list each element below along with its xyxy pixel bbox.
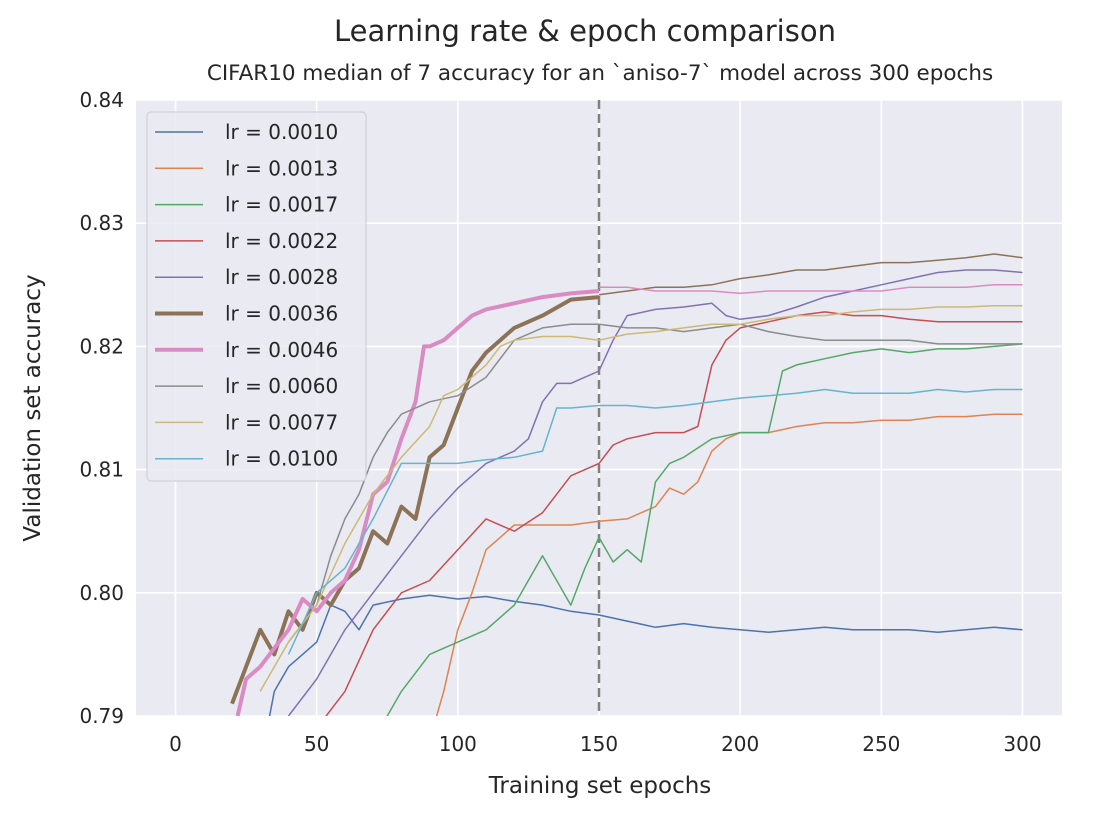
series-line <box>435 413 1023 716</box>
legend-label: lr = 0.0017 <box>225 193 338 217</box>
x-axis-ticks: 0 50 100 150 200 250 300 <box>169 732 1041 756</box>
legend-label: lr = 0.0046 <box>225 338 338 362</box>
x-tick-label: 0 <box>169 732 182 756</box>
x-tick-label: 100 <box>439 732 477 756</box>
series-line <box>599 284 1023 295</box>
x-tick-label: 150 <box>580 732 618 756</box>
chart-title: Learning rate & epoch comparison <box>334 14 836 48</box>
series-line <box>598 253 1023 296</box>
x-tick-label: 300 <box>1003 732 1041 756</box>
legend-label: lr = 0.0028 <box>225 265 338 289</box>
series-line <box>259 304 1023 692</box>
legend-label: lr = 0.0013 <box>225 156 338 180</box>
y-tick-label: 0.79 <box>79 704 124 728</box>
x-axis-label: Training set epochs <box>488 773 712 799</box>
y-tick-label: 0.81 <box>79 458 124 482</box>
series-line <box>287 388 1023 655</box>
legend-label: lr = 0.0022 <box>225 229 338 253</box>
y-tick-label: 0.82 <box>79 334 124 358</box>
x-tick-label: 250 <box>862 732 900 756</box>
legend-label: lr = 0.0060 <box>225 374 338 398</box>
y-tick-label: 0.84 <box>79 88 124 112</box>
series-line <box>287 323 1023 643</box>
y-tick-label: 0.80 <box>79 581 124 605</box>
x-tick-label: 50 <box>304 732 329 756</box>
legend-label: lr = 0.0077 <box>225 410 338 434</box>
y-tick-label: 0.83 <box>79 211 124 235</box>
series-line <box>235 289 600 716</box>
series-line <box>287 269 1023 716</box>
legend-label: lr = 0.0100 <box>225 447 338 471</box>
legend: lr = 0.0010 lr = 0.0013 lr = 0.0017 lr = 0.… <box>146 111 367 482</box>
y-axis-ticks: 0.79 0.80 0.81 0.82 0.83 0.84 <box>79 88 124 728</box>
series-line <box>386 343 1023 716</box>
series-line <box>325 311 1023 716</box>
series-line <box>268 594 1023 716</box>
chart-subtitle: CIFAR10 median of 7 accuracy for an `ani… <box>206 61 994 86</box>
series-line <box>230 295 600 705</box>
y-axis-label: Validation set accuracy <box>20 274 46 541</box>
legend-label: lr = 0.0010 <box>225 120 338 144</box>
x-tick-label: 200 <box>721 732 759 756</box>
legend-label: lr = 0.0036 <box>225 302 338 326</box>
series-lines <box>230 253 1023 716</box>
